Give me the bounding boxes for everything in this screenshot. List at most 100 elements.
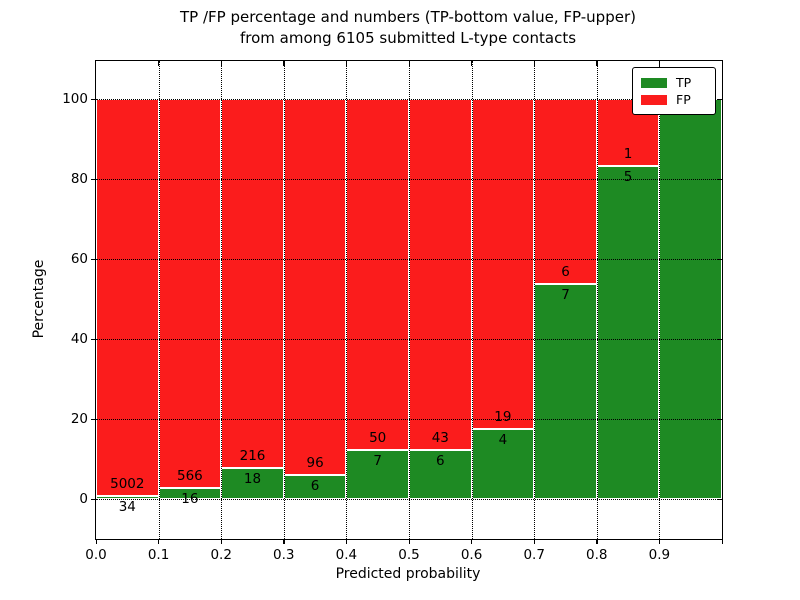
x-tick-mark-top	[158, 61, 160, 66]
fp-count-label: 43	[431, 430, 449, 447]
fp-legend-swatch	[641, 94, 667, 105]
fp-count-label: 5002	[110, 476, 145, 493]
fp-bar-segment	[409, 99, 472, 451]
x-tick-mark	[345, 539, 348, 544]
fp-bar-segment	[471, 99, 535, 430]
fp-bar-segment	[96, 99, 159, 497]
tp-count-label: 16	[181, 491, 199, 507]
y-tick-mark-right	[717, 418, 722, 420]
gridline-vertical	[283, 61, 285, 539]
tp-legend-label: TP	[676, 74, 692, 90]
x-tick-mark-top	[408, 61, 410, 66]
y-tick-label: 20	[70, 411, 88, 427]
x-tick-label: 0.5	[398, 547, 420, 563]
fp-bar-segment	[346, 99, 409, 450]
tp-bar-segment	[534, 283, 597, 499]
tp-count-label: 7	[373, 452, 382, 469]
tp-count-label: 6	[436, 453, 445, 470]
y-tick-label: 80	[70, 171, 88, 187]
tp-bar-segment	[596, 165, 660, 499]
tp-count-label: 5	[623, 168, 633, 185]
y-tick-label: 100	[62, 91, 88, 107]
y-tick-label: 60	[70, 251, 88, 267]
x-tick-mark-top	[533, 61, 535, 66]
tp-count-label: 4	[498, 432, 508, 449]
x-tick-mark-top	[283, 61, 285, 66]
tp-bar-segment	[96, 496, 159, 499]
tp-legend-swatch	[641, 77, 667, 88]
x-tick-mark	[408, 539, 410, 544]
gridline-vertical	[596, 61, 598, 539]
gridline-vertical	[471, 61, 473, 539]
plot-area: 500234566162161896650743619467153 TP FP …	[62, 60, 723, 563]
gridline-vertical	[158, 61, 160, 539]
fp-count-label: 19	[494, 409, 512, 426]
x-tick-mark	[658, 539, 661, 544]
fp-bar-segment	[534, 99, 597, 284]
x-tick-mark-top	[658, 61, 661, 66]
gridline-vertical	[659, 61, 661, 539]
y-tick-mark	[91, 258, 96, 260]
y-tick-label: 40	[70, 331, 88, 347]
y-tick-label: 0	[79, 491, 88, 507]
y-tick-mark-right	[717, 498, 722, 500]
legend: TP FP	[632, 67, 716, 115]
y-tick-mark-right	[717, 258, 722, 260]
fp-count-label: 1	[623, 145, 633, 162]
y-tick-mark	[91, 418, 96, 420]
legend-item-fp: FP	[641, 91, 707, 108]
x-tick-mark	[283, 539, 285, 544]
gridline-vertical	[409, 61, 410, 539]
x-tick-label: 0.7	[523, 547, 545, 563]
x-tick-mark	[220, 539, 222, 544]
x-tick-mark	[721, 539, 723, 544]
tp-bar-segment	[221, 468, 284, 499]
legend-item-tp: TP	[641, 74, 707, 91]
x-tick-label: 0.8	[586, 547, 608, 563]
tp-count-label: 18	[243, 471, 262, 488]
x-axis-label: Predicted probability	[335, 566, 481, 582]
fp-count-label: 216	[239, 448, 266, 465]
chart-title: TP /FP percentage and numbers (TP-bottom…	[95, 7, 721, 49]
y-tick-mark	[91, 178, 96, 180]
x-tick-mark	[533, 539, 535, 544]
x-tick-label: 0.0	[85, 547, 107, 563]
fp-count-label: 50	[369, 429, 387, 446]
x-tick-mark-top	[345, 61, 348, 66]
x-tick-mark	[158, 539, 160, 544]
x-tick-mark	[596, 539, 598, 544]
chart-title-line2: from among 6105 submitted L-type contact…	[239, 29, 577, 47]
gridline-vertical	[221, 61, 223, 539]
x-tick-label: 0.3	[273, 547, 295, 563]
fp-legend-label: FP	[676, 91, 691, 107]
gridline-vertical	[534, 61, 536, 539]
fp-bar-segment	[221, 99, 284, 469]
tp-bar-segment	[659, 99, 722, 499]
y-tick-mark-right	[717, 338, 722, 340]
x-tick-label: 0.6	[460, 547, 483, 563]
tp-count-label: 6	[310, 478, 320, 495]
x-tick-mark-top	[596, 61, 598, 66]
x-tick-mark-top	[220, 61, 222, 66]
y-tick-mark-right	[717, 178, 722, 180]
y-tick-mark	[91, 498, 96, 500]
fp-bar-segment	[158, 99, 222, 488]
x-tick-label: 0.4	[335, 547, 358, 563]
fp-count-label: 566	[177, 468, 203, 484]
fp-count-label: 96	[306, 455, 324, 472]
x-tick-mark	[471, 539, 473, 544]
gridline-vertical	[346, 61, 348, 539]
y-axis-label: Percentage	[31, 259, 47, 339]
x-tick-label: 0.1	[147, 547, 170, 563]
chart-title-line1: TP /FP percentage and numbers (TP-bottom…	[180, 8, 636, 26]
x-tick-mark	[95, 539, 97, 544]
x-tick-label: 0.2	[210, 547, 232, 563]
y-tick-mark-right	[717, 98, 722, 100]
y-tick-mark	[91, 98, 96, 100]
x-tick-label: 0.9	[648, 547, 671, 563]
fp-count-label: 6	[561, 263, 570, 280]
x-tick-mark-top	[471, 61, 473, 66]
tp-count-label: 34	[118, 499, 136, 516]
y-tick-mark	[91, 338, 96, 340]
